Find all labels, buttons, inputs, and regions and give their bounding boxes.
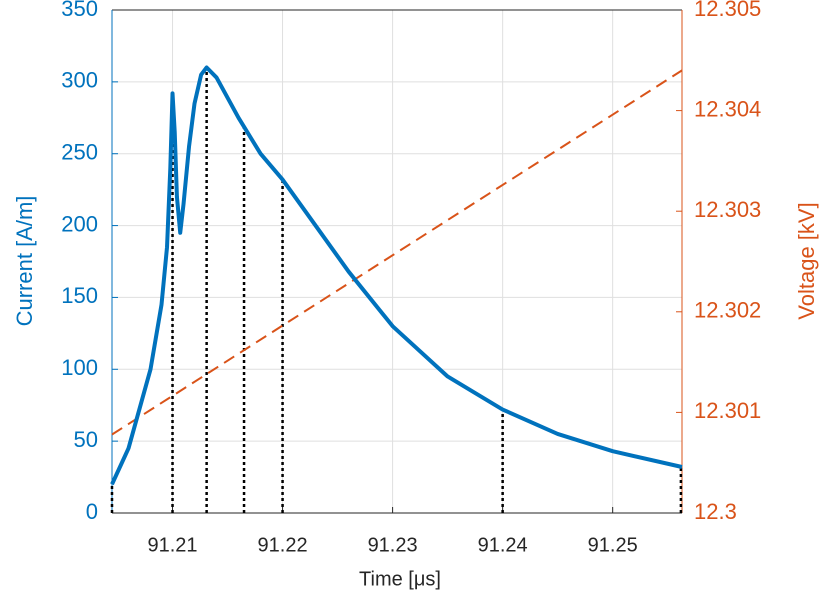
y-tick-label: 300 <box>61 68 98 93</box>
y-tick-label: 250 <box>61 140 98 165</box>
y2-tick-label: 12.305 <box>694 0 761 21</box>
y-axis-label: Current [A/m] <box>12 196 37 327</box>
series-line <box>111 69 683 436</box>
y-tick-label: 200 <box>61 211 98 236</box>
x-axis-label: Time [μs] <box>359 568 441 590</box>
series-line <box>110 65 683 486</box>
y2-tick-label: 12.301 <box>694 398 761 423</box>
y-tick-label: 100 <box>61 355 98 380</box>
y-tick-label: 50 <box>74 427 98 452</box>
y-tick-label: 0 <box>86 499 98 524</box>
x-tick-label: 91.24 <box>478 534 528 556</box>
y2-tick-label: 12.303 <box>694 197 761 222</box>
y-tick-label: 150 <box>61 283 98 308</box>
x-tick-label: 91.23 <box>368 534 418 556</box>
y2-axis-label: Voltage [kV] <box>794 202 819 319</box>
x-tick-label: 91.21 <box>147 534 197 556</box>
y2-tick-label: 12.302 <box>694 298 761 323</box>
y-tick-label: 350 <box>61 0 98 21</box>
y2-tick-label: 12.3 <box>694 499 737 524</box>
x-tick-label: 91.22 <box>258 534 308 556</box>
y2-tick-label: 12.304 <box>694 96 761 121</box>
x-tick-label: 91.25 <box>588 534 638 556</box>
